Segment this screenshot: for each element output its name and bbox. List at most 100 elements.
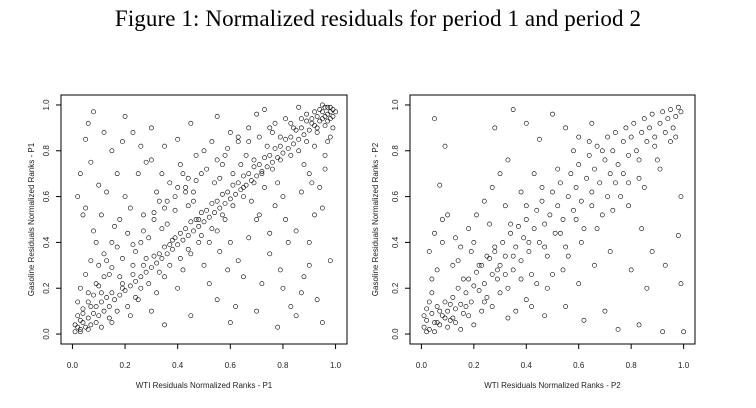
scatter-point bbox=[605, 194, 610, 199]
scatter-point bbox=[312, 123, 317, 128]
scatter-point bbox=[322, 123, 328, 128]
scatter-point bbox=[610, 148, 616, 154]
scatter-point bbox=[275, 180, 281, 186]
scatter-point bbox=[209, 201, 215, 206]
scatter-point bbox=[201, 219, 207, 225]
scatter-point bbox=[227, 196, 233, 202]
scatter-point bbox=[206, 214, 212, 220]
scatter-point bbox=[426, 249, 432, 254]
scatter-point bbox=[581, 317, 587, 323]
scatter-point bbox=[675, 233, 681, 238]
scatter-point bbox=[314, 114, 320, 119]
scatter-point bbox=[183, 226, 188, 232]
scatter-point bbox=[154, 290, 160, 296]
scatter-point bbox=[560, 267, 566, 273]
scatter-point bbox=[647, 125, 652, 131]
scatter-point bbox=[317, 185, 323, 190]
scatter-point bbox=[550, 189, 555, 195]
scatter-point bbox=[148, 157, 154, 163]
scatter-point bbox=[468, 249, 474, 254]
y-tick-label: 0.4 bbox=[391, 236, 400, 248]
scatter-point bbox=[117, 274, 123, 280]
scatter-point bbox=[162, 244, 167, 250]
scatter-point bbox=[333, 109, 338, 115]
scatter-point bbox=[159, 256, 165, 261]
x-axis-label: WTI Residuals Normalized Ranks - P1 bbox=[136, 381, 273, 390]
scatter-point bbox=[214, 157, 220, 163]
scatter-point bbox=[156, 251, 162, 257]
scatter-point bbox=[636, 157, 642, 163]
scatter-point bbox=[636, 175, 642, 181]
scatter-point bbox=[657, 166, 663, 172]
scatter-point bbox=[458, 327, 464, 332]
plot-frame bbox=[60, 94, 348, 345]
scatter-point bbox=[172, 207, 178, 213]
scatter-point bbox=[120, 285, 125, 291]
scatter-point bbox=[455, 258, 461, 264]
scatter-point bbox=[523, 297, 529, 303]
scatter-point bbox=[120, 281, 125, 287]
scatter-point bbox=[230, 203, 236, 209]
y-tick-label: 0.2 bbox=[391, 282, 400, 294]
scatter-point bbox=[602, 308, 608, 314]
scatter-point bbox=[122, 194, 128, 199]
scatter-point bbox=[437, 182, 443, 188]
scatter-point bbox=[196, 240, 202, 245]
scatter-point bbox=[526, 249, 532, 254]
scatter-point bbox=[445, 308, 451, 314]
scatter-point bbox=[547, 212, 553, 218]
scatter-point bbox=[330, 114, 336, 119]
scatter-point bbox=[563, 244, 569, 250]
scatter-point bbox=[96, 182, 102, 188]
scatter-point bbox=[288, 152, 294, 158]
y-tick-label: 0.2 bbox=[42, 282, 51, 294]
scatter-point bbox=[117, 292, 123, 298]
scatter-point bbox=[460, 276, 466, 282]
scatter-point bbox=[227, 240, 233, 245]
scatter-point bbox=[151, 210, 157, 216]
scatter-point bbox=[188, 219, 194, 225]
scatter-points bbox=[421, 104, 686, 335]
scatter-point bbox=[104, 294, 110, 300]
scatter-point bbox=[484, 253, 490, 259]
scatter-point bbox=[610, 207, 616, 213]
scatter-point bbox=[159, 171, 165, 177]
scatter-point bbox=[83, 136, 88, 142]
scatter-point bbox=[135, 297, 141, 303]
scatter-point bbox=[191, 198, 196, 204]
scatter-point bbox=[175, 185, 181, 190]
scatter-point bbox=[248, 178, 254, 183]
scatter-point bbox=[180, 171, 186, 177]
scatter-point bbox=[531, 171, 537, 177]
plot-frame bbox=[409, 94, 696, 345]
scatter-point bbox=[555, 166, 561, 172]
scatter-point bbox=[235, 258, 241, 264]
scatter-point bbox=[127, 283, 133, 289]
scatter-point bbox=[222, 201, 228, 206]
scatter-point bbox=[639, 226, 645, 232]
scatter-point bbox=[251, 180, 257, 186]
scatter-point bbox=[135, 171, 141, 177]
x-axis-label: WTI Residuals Normalized Ranks - P2 bbox=[484, 381, 621, 390]
scatter-point bbox=[681, 329, 686, 335]
scatter-point bbox=[314, 130, 320, 135]
scatter-point bbox=[288, 120, 294, 126]
scatter-point bbox=[275, 155, 281, 161]
scatter-point bbox=[432, 230, 437, 236]
scatter-point bbox=[320, 116, 325, 122]
figure-title: Figure 1: Normalized residuals for perio… bbox=[114, 6, 642, 31]
scatter-point bbox=[91, 292, 96, 298]
scatter-point bbox=[322, 114, 328, 119]
scatter-point bbox=[304, 139, 310, 145]
scatter-point bbox=[309, 120, 315, 126]
scatter-point bbox=[291, 125, 296, 131]
scatter-point bbox=[272, 120, 278, 126]
scatter-point bbox=[138, 143, 144, 149]
scatter-point bbox=[209, 139, 215, 145]
scatter-point bbox=[148, 308, 154, 314]
scatter-point bbox=[325, 111, 331, 117]
scatter-point bbox=[471, 322, 477, 328]
scatter-point bbox=[471, 283, 477, 289]
scatter-point bbox=[241, 173, 246, 179]
scatter-point bbox=[277, 157, 283, 163]
